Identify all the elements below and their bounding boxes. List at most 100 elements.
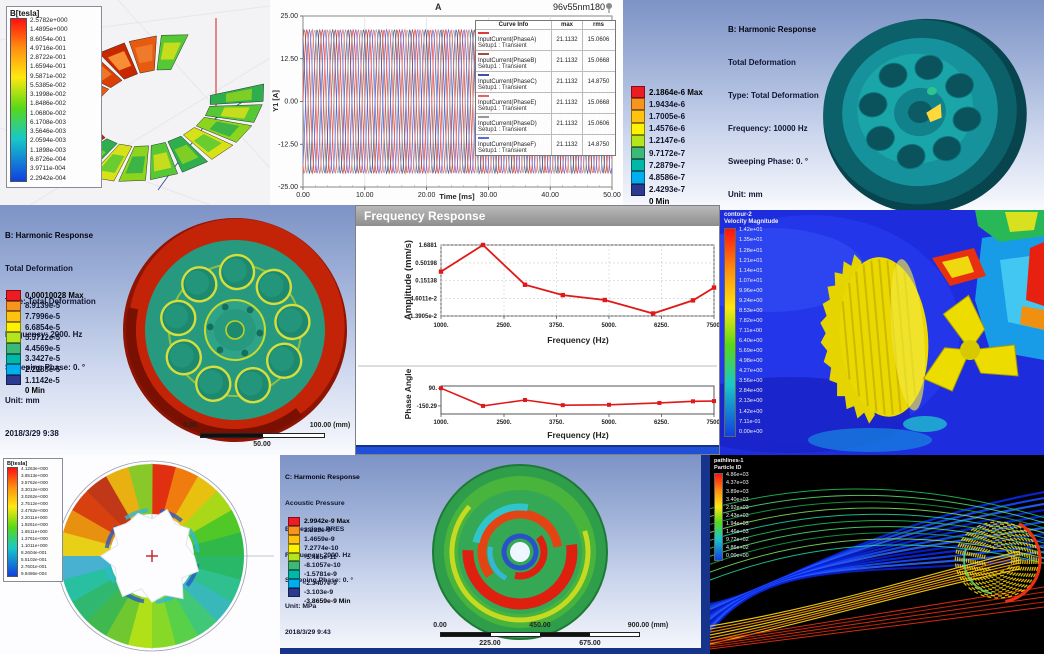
legend-value: 2.13e+00: [739, 398, 763, 405]
legend-value: 7.11e-01: [739, 418, 761, 425]
legend-value: 2.92e+03: [726, 504, 749, 511]
series-name: InputCurrent(PhaseC): [478, 79, 537, 85]
legend-row: 2.1864e-6 Max: [631, 86, 703, 99]
result-line: Unit: mm: [5, 396, 40, 405]
flywheel-3d: [823, 18, 1027, 210]
legend-value: 4.8586e-7: [649, 172, 686, 182]
legend-value: -5.465e-11: [304, 553, 337, 561]
series-color-swatch: [478, 32, 489, 35]
legend-value: 7.11e+00: [739, 328, 763, 334]
svg-text:6250.: 6250.: [654, 420, 669, 426]
svg-text:7500.: 7500.: [706, 323, 719, 329]
legend-value: 0.00010028 Max: [25, 290, 84, 300]
legend-value: 3.5762e+000: [21, 480, 48, 486]
series-setup: Setup1 : Transient: [478, 148, 527, 154]
legend-row: -2.3407e-9: [288, 579, 350, 589]
series-max: 21.1132: [552, 51, 583, 71]
series-color-swatch: [478, 137, 489, 140]
legend-value: 7.82e+00: [739, 317, 763, 324]
result-line: Sweeping Phase: 0. °: [285, 577, 354, 585]
legend-value: 1.21e+01: [739, 257, 763, 264]
acoustic-disc-canvas: [432, 464, 608, 640]
propeller: [922, 294, 1019, 392]
table-header: Curve Info max rms: [476, 21, 615, 29]
result-line: Frequency: 2000. Hz: [285, 551, 351, 559]
series-name: InputCurrent(PhaseF): [478, 142, 537, 148]
window-titlebar[interactable]: Frequency Response: [356, 206, 719, 226]
legend-row: -8.1057e-10: [288, 561, 350, 571]
legend-row: -5.465e-11: [288, 552, 350, 562]
legend-value: 4.27e+00: [739, 368, 763, 375]
legend-row: 7.7996e-5: [6, 311, 84, 322]
legend-value: 4.86e+03: [726, 472, 749, 479]
legend-value: 1.8486e-002: [30, 100, 66, 108]
legend-value: 1.46e+03: [726, 528, 749, 535]
legend-value: 2.2011e+000: [21, 515, 48, 521]
legend-value: -8.1057e-10: [304, 562, 341, 570]
legend-value: 0.00e+00: [739, 428, 763, 435]
legend-value: 2.4762e+000: [21, 508, 48, 514]
pin-icon[interactable]: [604, 2, 614, 14]
panel-transient-currents: 0.00 10.00 20.00 30.00 40.00 50.00 25.00 12.50 0…: [270, 0, 623, 205]
legend-value: 3.0262e+000: [21, 494, 48, 500]
legend-row: 0 Min: [6, 385, 84, 396]
series-setup: Setup1 : Transient: [478, 127, 527, 133]
legend-value: 6.40e+00: [739, 338, 763, 345]
result-line: Acoustic Pressure: [285, 499, 345, 507]
result-line: Sweeping Phase: 0. °: [5, 363, 86, 372]
curve-info-table: Curve Info max rms InputCurrent(PhaseA) Setu…: [475, 20, 616, 156]
series-color-swatch: [478, 53, 489, 56]
svg-text:Amplitude (mm/s): Amplitude (mm/s): [403, 240, 414, 320]
legend-value: 9.7172e-7: [649, 148, 686, 158]
svg-text:25.00: 25.00: [280, 13, 298, 20]
flux-rotor-legend: B[tesla] 4.1263e+000 3.8513e+000 3.5762e+0…: [3, 458, 63, 582]
panel-harmonic-2000hz: B: Harmonic Response Total Deformation T…: [0, 205, 355, 455]
colorbar: [724, 228, 736, 438]
legend-row: 2.232e-9: [288, 525, 350, 535]
panel-acoustic-pressure: C: Harmonic Response Acoustic Pressure E…: [280, 455, 710, 654]
scale-label-q1: 225.00: [479, 640, 501, 647]
flux-torus-legend: B[tesla] 2.5782e+000 1.4895e+000 8.6054e-0…: [6, 6, 102, 188]
series-rms: 14.8750: [587, 142, 610, 148]
series-rms: 15.0668: [587, 58, 610, 64]
legend-value: 4.37e+03: [726, 480, 749, 487]
colorbar: [7, 467, 18, 577]
legend-value: 2.7512e+000: [21, 501, 48, 507]
result-title: C: Harmonic Response: [285, 474, 360, 482]
svg-text:50.00: 50.00: [603, 192, 621, 199]
svg-text:0.15138: 0.15138: [415, 279, 437, 285]
legend-value: 4.4569e-5: [25, 343, 61, 353]
legend-value: 9.96e+00: [739, 287, 763, 294]
legend-row: 6.6854e-5: [6, 321, 84, 333]
legend-value: 1.42e+00: [739, 408, 763, 415]
legend-row: 1.4659e-9: [288, 534, 350, 544]
legend-value: 1.4895e+000: [30, 26, 68, 34]
plot-title: A: [435, 2, 442, 12]
panel-pathlines: pathlines-1 Particle ID 4.86e+03 4.37e+03…: [710, 455, 1044, 654]
legend-value: 2.1864e-6 Max: [649, 87, 703, 97]
table-row: InputCurrent(PhaseD) Setup1 : Transient 21…: [476, 113, 615, 134]
svg-text:4.6011e-2: 4.6011e-2: [410, 296, 437, 302]
scale-label-min: 0.00: [183, 422, 197, 429]
legend-row: 8.9139e-5: [6, 300, 84, 312]
legend-title: pathlines-1 Particle ID: [714, 458, 744, 471]
scale-label-mid: 450.00: [529, 622, 551, 629]
svg-text:-12.50: -12.50: [278, 141, 298, 148]
legend-value: 1.6511e+000: [21, 529, 48, 535]
legend-row: 9.7172e-7: [631, 146, 703, 160]
svg-text:Frequency (Hz): Frequency (Hz): [547, 335, 609, 345]
legend-value: 4.98e+00: [739, 358, 763, 365]
legend-value: -3.8659e-9 Min: [304, 597, 351, 605]
legend-value: -2.3407e-9: [304, 580, 337, 588]
result-line: Sweeping Phase: 0. °: [728, 157, 809, 166]
legend-value: 1.42e+01: [739, 227, 763, 234]
legend-row: 7.2879e-7: [631, 159, 703, 172]
rotor-flux-canvas: [12, 460, 274, 652]
result-line: Type: Total Deformation: [728, 91, 819, 100]
result-line: Total Deformation: [728, 58, 796, 67]
svg-text:40.00: 40.00: [541, 192, 559, 199]
legend-value: 8.6054e-001: [30, 35, 66, 43]
legend-value: 2.2285e-5: [25, 364, 61, 374]
table-row: InputCurrent(PhaseB) Setup1 : Transient 21…: [476, 50, 615, 71]
legend-row: 4.8586e-7: [631, 171, 703, 184]
